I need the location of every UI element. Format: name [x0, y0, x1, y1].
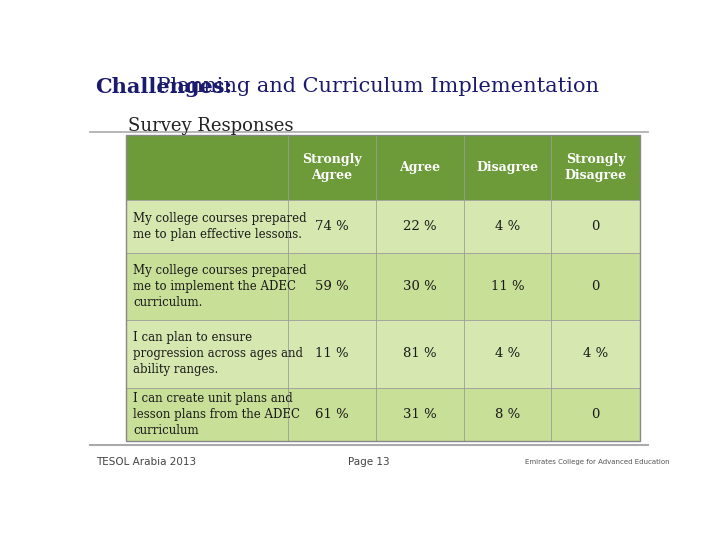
Text: 59 %: 59 %: [315, 280, 348, 293]
Bar: [288, 253, 376, 320]
Bar: [126, 136, 288, 200]
Text: 74 %: 74 %: [315, 220, 348, 233]
Text: Page 13: Page 13: [348, 457, 390, 467]
Bar: [552, 136, 639, 200]
Text: Strongly
Agree: Strongly Agree: [302, 153, 361, 182]
Text: Challenges:: Challenges:: [96, 77, 233, 97]
Bar: [552, 253, 639, 320]
Text: Agree: Agree: [399, 161, 440, 174]
Bar: [126, 253, 288, 320]
Text: My college courses prepared
me to implement the ADEC
curriculum.: My college courses prepared me to implem…: [133, 264, 307, 309]
Bar: [126, 200, 288, 253]
Bar: [464, 253, 552, 320]
Bar: [126, 320, 288, 388]
Text: 8 %: 8 %: [495, 408, 520, 421]
Bar: [552, 320, 639, 388]
Bar: [288, 136, 376, 200]
Text: 0: 0: [591, 220, 600, 233]
Bar: [376, 136, 464, 200]
Text: 4 %: 4 %: [495, 220, 520, 233]
Text: 31 %: 31 %: [402, 408, 436, 421]
Bar: [126, 388, 288, 441]
Bar: [376, 200, 464, 253]
Bar: [552, 388, 639, 441]
Text: 11 %: 11 %: [490, 280, 524, 293]
Bar: [376, 388, 464, 441]
Bar: [376, 253, 464, 320]
Text: Emirates College for Advanced Education: Emirates College for Advanced Education: [526, 459, 670, 465]
Text: Survey Responses: Survey Responses: [128, 117, 294, 135]
Text: 0: 0: [591, 408, 600, 421]
Bar: [464, 388, 552, 441]
Bar: [376, 320, 464, 388]
Bar: [552, 200, 639, 253]
Text: 4 %: 4 %: [583, 348, 608, 361]
Text: 81 %: 81 %: [403, 348, 436, 361]
Text: I can plan to ensure
progression across ages and
ability ranges.: I can plan to ensure progression across …: [133, 332, 303, 376]
Bar: [288, 388, 376, 441]
Bar: [288, 200, 376, 253]
Text: 0: 0: [591, 280, 600, 293]
Text: Planning and Curriculum Implementation: Planning and Curriculum Implementation: [150, 77, 599, 96]
Text: Disagree: Disagree: [477, 161, 539, 174]
Text: 22 %: 22 %: [403, 220, 436, 233]
Bar: [464, 136, 552, 200]
Text: 30 %: 30 %: [402, 280, 436, 293]
Text: Strongly
Disagree: Strongly Disagree: [564, 153, 626, 182]
Bar: [464, 320, 552, 388]
Text: 61 %: 61 %: [315, 408, 348, 421]
Bar: [464, 200, 552, 253]
Text: My college courses prepared
me to plan effective lessons.: My college courses prepared me to plan e…: [133, 212, 307, 241]
Bar: [288, 320, 376, 388]
Bar: [126, 136, 639, 441]
Text: 4 %: 4 %: [495, 348, 520, 361]
Text: TESOL Arabia 2013: TESOL Arabia 2013: [96, 457, 196, 467]
Text: 11 %: 11 %: [315, 348, 348, 361]
Text: I can create unit plans and
lesson plans from the ADEC
curriculum: I can create unit plans and lesson plans…: [133, 392, 300, 437]
